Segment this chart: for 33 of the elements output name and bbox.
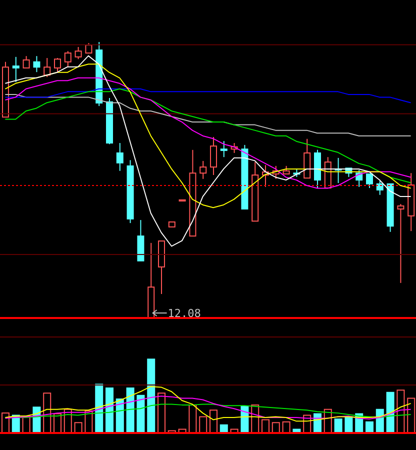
bar xyxy=(396,390,405,433)
bar xyxy=(210,410,218,433)
bar xyxy=(74,422,82,433)
bar xyxy=(136,394,145,433)
bar xyxy=(366,421,374,433)
bar xyxy=(282,421,290,433)
candlestick xyxy=(397,204,404,284)
bar xyxy=(262,419,270,433)
candlestick xyxy=(22,56,30,68)
candlestick xyxy=(200,160,207,180)
candlestick xyxy=(376,180,384,196)
bar xyxy=(158,392,166,433)
bar xyxy=(43,392,52,433)
candlestick xyxy=(54,58,61,73)
candlestick xyxy=(116,142,124,172)
bar xyxy=(272,422,280,433)
candlestick xyxy=(74,46,82,60)
bar xyxy=(334,418,342,433)
bar xyxy=(147,358,156,433)
bar xyxy=(126,387,134,433)
bar xyxy=(199,416,208,433)
candlestick xyxy=(220,140,228,158)
candlestick xyxy=(366,173,373,189)
candlestick xyxy=(33,56,40,73)
candlestick xyxy=(12,56,20,83)
candlestick xyxy=(85,42,92,54)
bar xyxy=(386,392,394,433)
candlestick xyxy=(210,136,217,176)
annotation: 12.08 xyxy=(168,307,201,320)
candlestick xyxy=(64,50,72,68)
candlestick xyxy=(44,58,51,78)
bar xyxy=(106,387,114,433)
bar xyxy=(188,404,197,433)
